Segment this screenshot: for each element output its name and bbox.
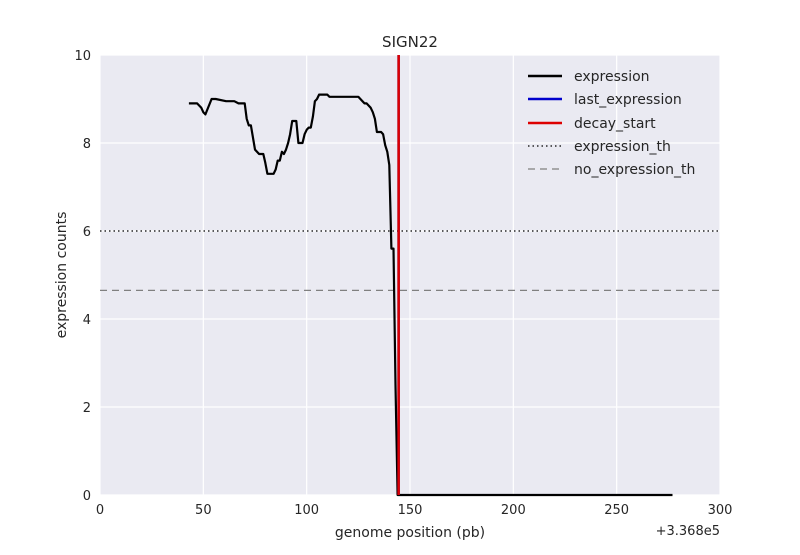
x-tick-label: 300 [708, 503, 733, 518]
x-tick-label: 250 [604, 503, 629, 518]
x-offset-label: +3.368e5 [656, 524, 720, 539]
x-tick-label: 0 [96, 503, 104, 518]
tick-layer: 0 50 100 150 200 250 300 0 2 4 6 8 10 [74, 49, 732, 518]
y-tick-label: 2 [83, 401, 91, 416]
x-tick-label: 100 [294, 503, 319, 518]
legend-label-expression-th: expression_th [574, 139, 671, 155]
y-tick-label: 0 [83, 489, 91, 504]
x-tick-label: 150 [398, 503, 423, 518]
x-tick-label: 200 [501, 503, 526, 518]
y-tick-label: 6 [83, 225, 91, 240]
y-tick-label: 8 [83, 137, 91, 152]
x-tick-label: 50 [195, 503, 212, 518]
legend-label-expression: expression [574, 69, 650, 85]
y-tick-label: 4 [83, 313, 91, 328]
legend: expression last_expression decay_start e… [528, 69, 695, 178]
y-tick-label: 10 [74, 49, 91, 64]
y-axis-label: expression counts [54, 212, 70, 339]
legend-label-last-expression: last_expression [574, 92, 682, 108]
threshold-layer [100, 230, 720, 291]
chart-title: SIGN22 [382, 33, 438, 51]
series-layer [188, 55, 673, 497]
x-axis-label: genome position (pb) [335, 525, 485, 541]
legend-label-no-expression-th: no_expression_th [574, 162, 695, 178]
expression-line [188, 93, 673, 497]
legend-label-decay-start: decay_start [574, 116, 656, 132]
